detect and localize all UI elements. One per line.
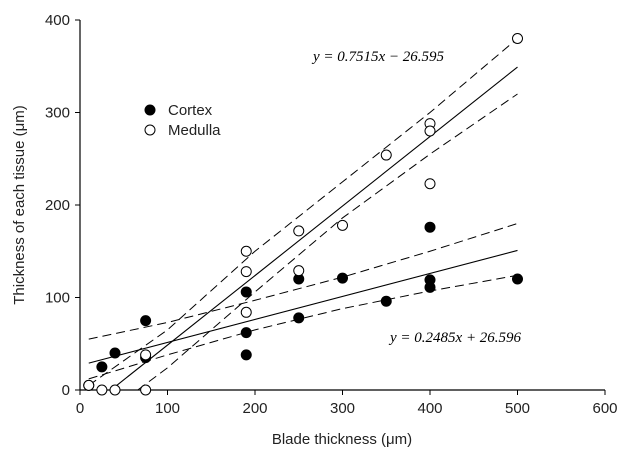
x-tick-label: 0 [76,400,84,417]
point-medulla [380,149,392,161]
point-cortex [240,349,252,361]
point-medulla [293,225,305,237]
point-cortex [424,281,436,293]
x-tick-label: 400 [417,400,442,417]
point-cortex [380,295,392,307]
y-tick-label: 100 [45,290,70,307]
point-cortex [512,273,523,285]
point-medulla [140,384,152,396]
y-ticks: 0 100 200 300 400 [45,12,80,399]
y-tick-label: 400 [45,12,70,29]
point-cortex [240,327,252,339]
equation-cortex: y = 0.2485x + 26.596 [388,330,522,346]
legend-label-cortex: Cortex [168,102,213,119]
x-tick-label: 500 [505,400,530,417]
point-medulla [240,306,252,318]
data-points [83,33,523,396]
point-cortex [140,315,152,327]
point-medulla [96,384,108,396]
point-cortex [424,221,436,233]
x-tick-label: 600 [592,400,617,417]
point-medulla [337,219,348,231]
point-medulla [240,245,252,257]
point-medulla [424,178,436,190]
y-tick-label: 300 [45,105,70,122]
point-cortex [109,347,121,359]
legend-marker-medulla [144,124,156,136]
fit-line-cortex [88,249,518,364]
fit-lines [88,38,518,390]
fit-line-medulla [111,66,518,390]
confidence-band-cortex-upper [88,223,518,340]
x-tick-label: 200 [242,400,267,417]
confidence-band-medulla-lower [137,93,518,390]
point-cortex [96,361,108,373]
confidence-band-medulla-upper [88,38,518,386]
point-medulla [424,125,436,137]
point-medulla [83,379,95,391]
point-medulla [512,33,523,44]
point-medulla [240,266,252,278]
y-axis-label: Thickness of each tissue (μm) [11,105,28,305]
legend-label-medulla: Medulla [168,122,221,139]
point-cortex [337,272,348,284]
x-tick-label: 100 [155,400,180,417]
point-medulla [140,349,152,361]
x-ticks: 0 100 200 300 400 500 600 [76,390,618,417]
y-tick-label: 0 [62,382,70,399]
point-medulla [293,265,305,277]
legend: Cortex Medulla [144,102,221,139]
x-axis-label: Blade thickness (μm) [272,431,412,448]
point-medulla [109,384,121,396]
y-tick-label: 200 [45,197,70,214]
x-tick-label: 300 [330,400,355,417]
equation-medulla: y = 0.7515x − 26.595 [311,49,445,65]
point-cortex [293,312,305,324]
legend-marker-cortex [144,104,156,116]
confidence-band-cortex-lower [88,274,518,380]
point-cortex [240,286,252,298]
